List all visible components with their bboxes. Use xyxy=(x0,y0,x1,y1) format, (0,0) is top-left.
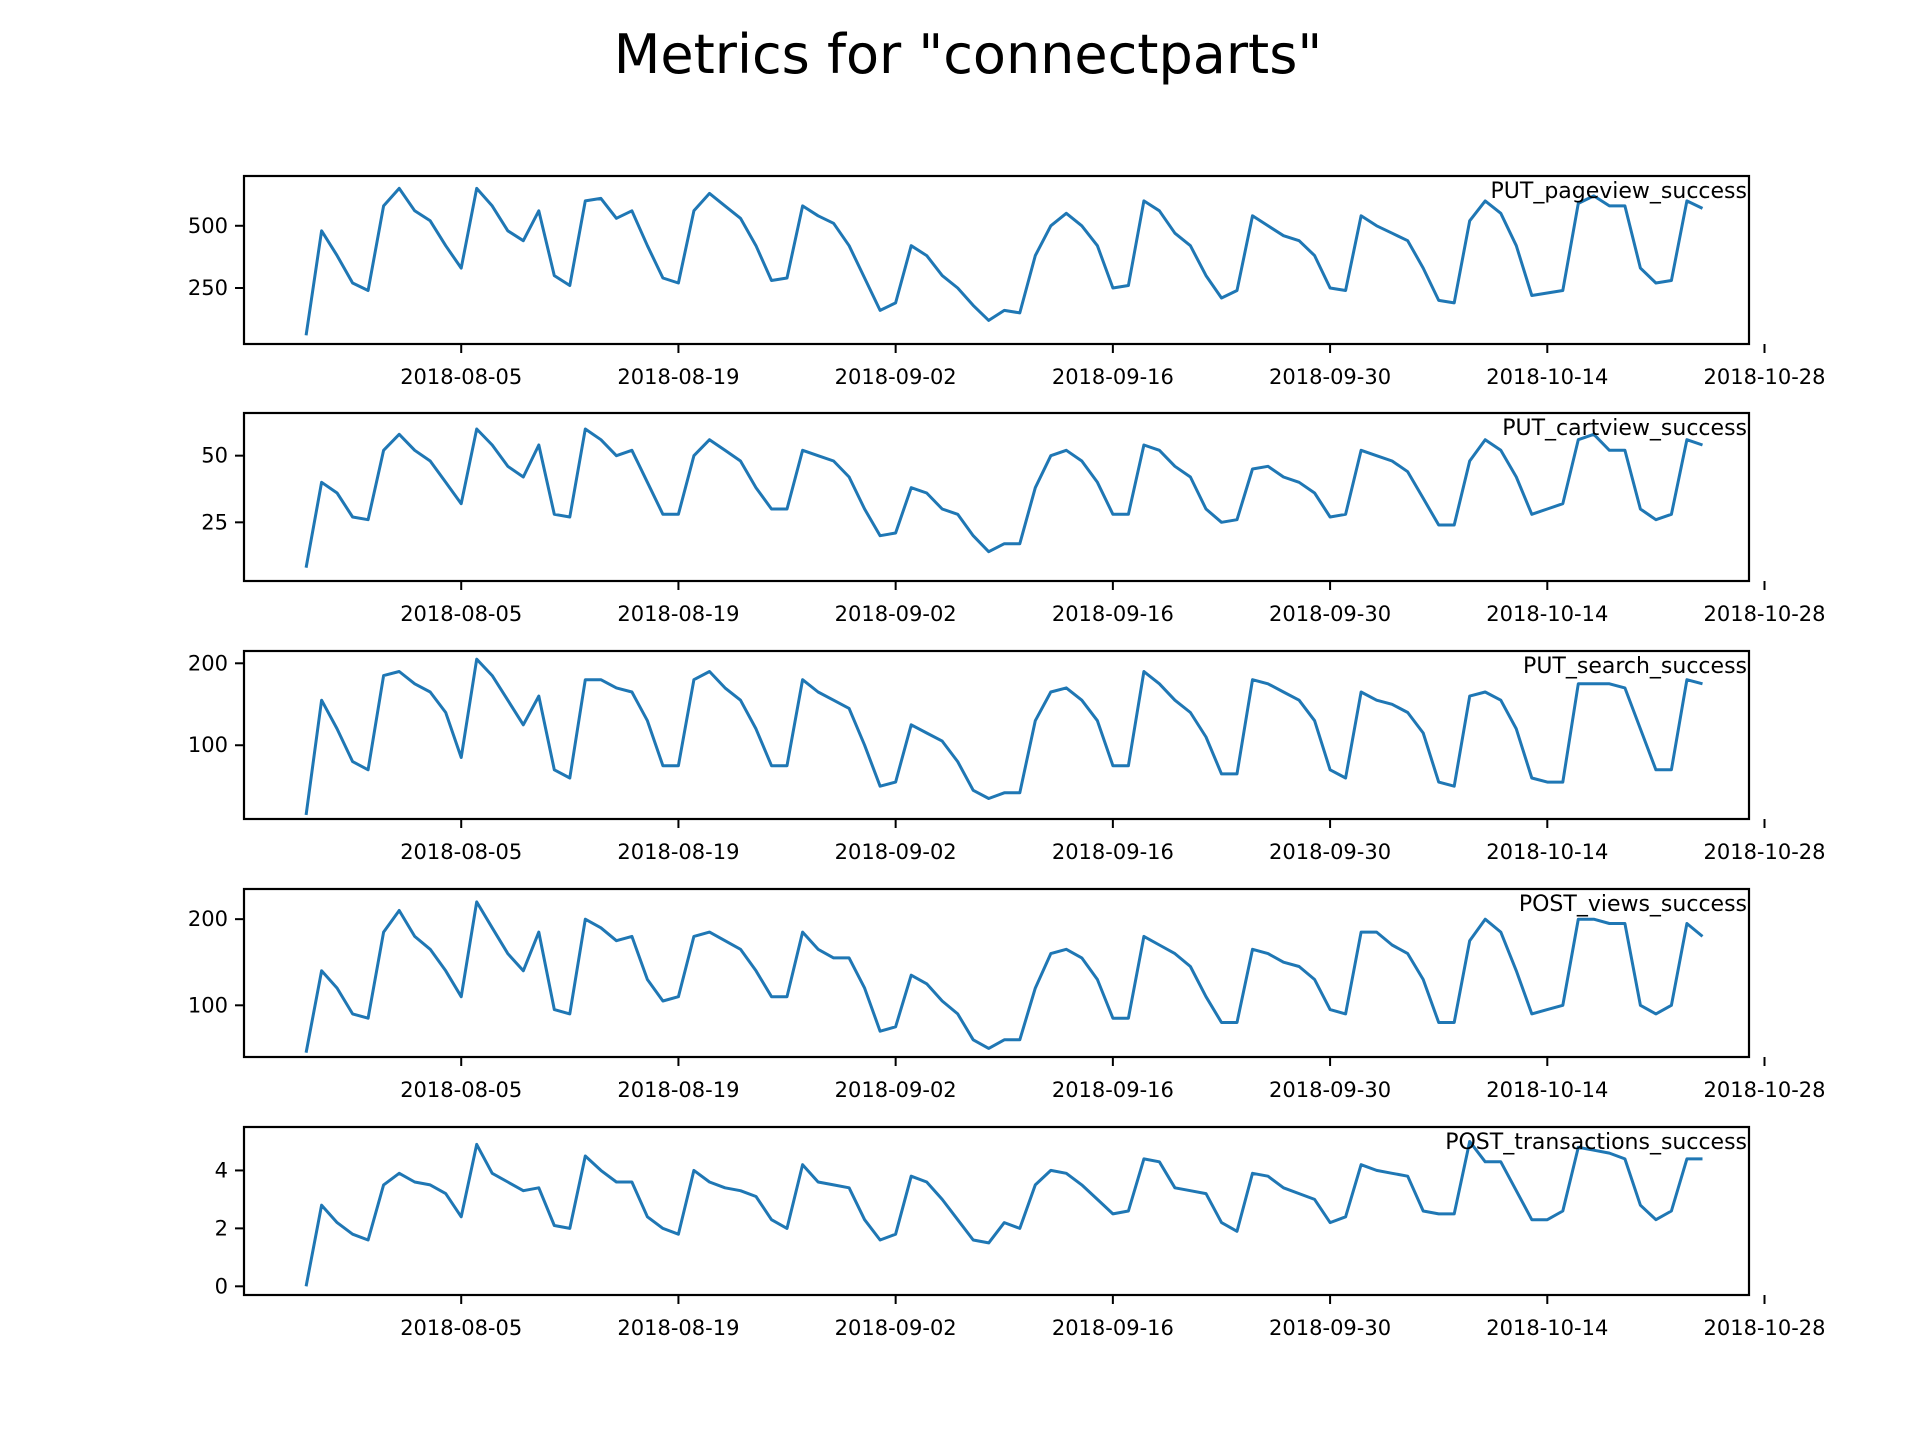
x-tick-label: 2018-09-16 xyxy=(1052,1078,1174,1102)
series-line-PUT_pageview_success xyxy=(304,186,1704,336)
x-tick-label: 2018-09-30 xyxy=(1269,1078,1391,1102)
x-tick-label: 2018-10-14 xyxy=(1486,840,1608,864)
y-tick-label: 500 xyxy=(188,214,228,238)
x-tick-label: 2018-09-16 xyxy=(1052,365,1174,389)
x-tick-label: 2018-09-30 xyxy=(1269,602,1391,626)
y-tick-label: 25 xyxy=(201,510,228,534)
x-tick-label: 2018-09-02 xyxy=(835,840,957,864)
x-tick-label: 2018-08-05 xyxy=(400,602,522,626)
panel-label: PUT_search_success xyxy=(1523,654,1747,679)
panels: 2018-08-05 2018-08-19 2018-09-02 2018-09-16… xyxy=(188,174,1826,1340)
x-tick-label: 2018-10-14 xyxy=(1486,1078,1608,1102)
x-tick-label: 2018-08-19 xyxy=(617,365,739,389)
x-tick-label: 2018-08-05 xyxy=(400,840,522,864)
series-line-POST_views_success xyxy=(304,900,1704,1053)
x-tick-label: 2018-10-28 xyxy=(1703,1078,1825,1102)
panel-3: 2018-08-05 2018-08-19 2018-09-02 2018-09-16… xyxy=(188,887,1826,1102)
x-tick-label: 2018-09-02 xyxy=(835,1078,957,1102)
x-tick-label: 2018-09-16 xyxy=(1052,1316,1174,1340)
x-tick-label: 2018-10-28 xyxy=(1703,602,1825,626)
x-tick-label: 2018-10-28 xyxy=(1703,840,1825,864)
panel-label: PUT_pageview_success xyxy=(1491,179,1747,204)
x-tick-label: 2018-08-05 xyxy=(400,1078,522,1102)
x-tick-label: 2018-08-19 xyxy=(617,840,739,864)
panel-frame xyxy=(242,649,1751,821)
x-tick-label: 2018-08-05 xyxy=(400,1316,522,1340)
x-tick-label: 2018-09-02 xyxy=(835,602,957,626)
panel-frame xyxy=(242,174,1751,346)
figure-title: Metrics for "connectparts" xyxy=(614,23,1322,86)
series-line-PUT_search_success xyxy=(304,657,1703,816)
y-tick-label: 200 xyxy=(188,907,228,931)
x-tick-label: 2018-10-14 xyxy=(1486,602,1608,626)
x-tick-label: 2018-10-28 xyxy=(1703,1316,1825,1340)
x-tick-label: 2018-09-30 xyxy=(1269,840,1391,864)
x-tick-label: 2018-09-02 xyxy=(835,365,957,389)
y-tick-label: 100 xyxy=(188,993,228,1017)
panel-frame xyxy=(242,1125,1751,1297)
panel-label: POST_views_success xyxy=(1519,892,1747,917)
x-tick-label: 2018-08-05 xyxy=(400,365,522,389)
x-tick-label: 2018-09-16 xyxy=(1052,602,1174,626)
panel-1: 2018-08-05 2018-08-19 2018-09-02 2018-09-16… xyxy=(201,411,1826,626)
panel-label: PUT_cartview_success xyxy=(1502,416,1747,441)
panel-frame xyxy=(242,887,1751,1059)
y-tick-label: 250 xyxy=(188,276,228,300)
y-tick-label: 200 xyxy=(188,651,228,675)
y-tick-label: 100 xyxy=(188,733,228,757)
x-tick-label: 2018-08-19 xyxy=(617,1078,739,1102)
x-tick-label: 2018-08-19 xyxy=(617,602,739,626)
panel-frame xyxy=(242,411,1751,583)
x-tick-label: 2018-09-02 xyxy=(835,1316,957,1340)
y-tick-label: 0 xyxy=(215,1274,228,1298)
series-line-PUT_cartview_success xyxy=(304,427,1703,568)
x-tick-label: 2018-10-28 xyxy=(1703,365,1825,389)
x-tick-label: 2018-09-30 xyxy=(1269,1316,1391,1340)
panel-label: POST_transactions_success xyxy=(1445,1130,1747,1155)
panel-0: 2018-08-05 2018-08-19 2018-09-02 2018-09-16… xyxy=(188,174,1826,389)
x-tick-label: 2018-08-19 xyxy=(617,1316,739,1340)
panel-4: 2018-08-05 2018-08-19 2018-09-02 2018-09-16… xyxy=(215,1125,1826,1340)
series-line-POST_transactions_success xyxy=(304,1140,1703,1287)
x-tick-label: 2018-10-14 xyxy=(1486,1316,1608,1340)
x-tick-label: 2018-09-30 xyxy=(1269,365,1391,389)
y-tick-label: 50 xyxy=(201,444,228,468)
y-tick-label: 2 xyxy=(215,1216,228,1240)
y-tick-label: 4 xyxy=(215,1158,228,1182)
panel-2: 2018-08-05 2018-08-19 2018-09-02 2018-09-16… xyxy=(188,649,1826,864)
x-tick-label: 2018-09-16 xyxy=(1052,840,1174,864)
x-tick-label: 2018-10-14 xyxy=(1486,365,1608,389)
